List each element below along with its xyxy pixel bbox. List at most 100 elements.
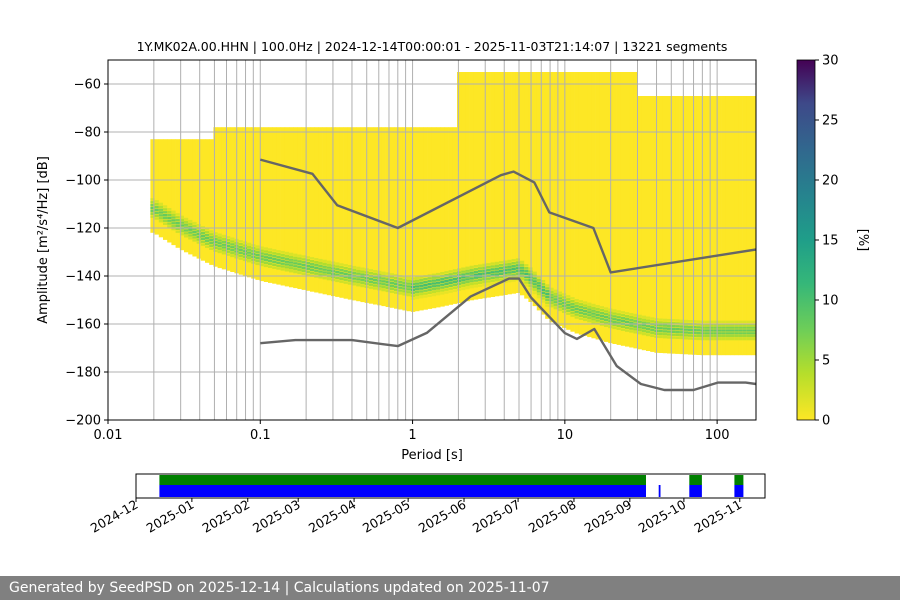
density-band (297, 127, 302, 289)
density-cell (179, 224, 185, 227)
density-cell (167, 208, 172, 211)
density-cell (381, 288, 386, 292)
density-cell (553, 301, 559, 304)
density-cell (255, 262, 260, 266)
density-cell (352, 265, 357, 269)
density-cell (612, 315, 617, 318)
density-cell (469, 283, 475, 286)
density-cell (335, 279, 340, 283)
density-cell (423, 295, 428, 298)
density-cell (494, 279, 500, 282)
density-cell (591, 306, 596, 310)
density-cell (230, 237, 235, 240)
density-cell (704, 326, 710, 329)
density-cell (238, 245, 244, 249)
density-cell (444, 288, 449, 291)
density-band (709, 96, 714, 356)
density-band (347, 127, 353, 300)
density-cell (339, 271, 344, 275)
density-cell (284, 269, 290, 272)
density-band (343, 127, 349, 299)
density-cell (213, 243, 218, 247)
density-band (553, 72, 559, 325)
density-cell (721, 337, 727, 341)
density-cell (389, 273, 395, 276)
density-cell (402, 281, 407, 284)
density-cell (247, 254, 252, 257)
density-band (175, 139, 181, 248)
density-cell (625, 323, 630, 326)
density-cell (490, 271, 496, 274)
density-cell (368, 283, 374, 286)
density-cell (507, 265, 512, 268)
density-cell (394, 282, 399, 286)
density-cell (646, 325, 651, 328)
density-cell (276, 255, 281, 259)
x-tick-label: 10 (557, 428, 574, 443)
density-cell (751, 337, 756, 341)
density-cell (696, 320, 701, 323)
density-band (541, 72, 546, 315)
density-cell (192, 221, 197, 225)
density-cell (553, 292, 559, 295)
density-cell (419, 275, 424, 279)
density-cell (373, 287, 378, 290)
density-cell (717, 332, 722, 335)
density-cell (343, 278, 349, 281)
density-cell (293, 270, 298, 274)
density-cell (200, 243, 206, 246)
density-cell (545, 290, 550, 293)
density-cell (305, 256, 311, 259)
density-cell (192, 224, 197, 228)
density-cell (595, 319, 601, 322)
density-cell (221, 246, 227, 249)
density-cell (427, 283, 433, 286)
density-cell (574, 299, 580, 302)
density-band (427, 127, 433, 309)
density-cell (532, 288, 538, 292)
density-cell (536, 281, 542, 284)
density-cell (578, 314, 584, 317)
density-cell (158, 211, 164, 214)
density-cell (158, 202, 164, 206)
density-cell (717, 329, 722, 332)
density-cell (171, 222, 176, 225)
density-cell (402, 290, 407, 293)
density-band (620, 72, 626, 346)
density-cell (566, 303, 571, 307)
density-band (482, 72, 487, 299)
density-cell (667, 324, 672, 328)
timeline-tick-label: 2025-10 (636, 497, 689, 536)
density-cell (326, 266, 332, 269)
density-band (457, 72, 462, 303)
density-cell (318, 270, 323, 273)
y-tick-label: −140 (65, 270, 101, 285)
density-cell (625, 312, 630, 315)
density-cell (163, 211, 168, 214)
density-cell (217, 239, 223, 242)
density-cell (373, 275, 378, 279)
density-band (247, 127, 252, 278)
density-cell (717, 337, 722, 341)
density-band (394, 127, 399, 309)
density-cell (629, 313, 634, 316)
density-cell (179, 221, 185, 224)
density-cell (398, 280, 403, 284)
density-cell (478, 270, 483, 273)
density-cell (415, 282, 420, 285)
density-cell (415, 279, 420, 282)
density-cell (175, 221, 181, 225)
density-cell (541, 300, 546, 303)
density-cell (658, 335, 664, 339)
density-cell (679, 331, 685, 334)
density-cell (402, 284, 407, 287)
density-cell (448, 281, 454, 285)
density-cell (163, 214, 168, 217)
density-cell (280, 256, 286, 260)
timeline-tick-label: 2025-05 (360, 497, 413, 536)
density-cell (301, 255, 307, 258)
density-cell (322, 262, 328, 265)
density-cell (465, 269, 470, 272)
density-cell (511, 262, 517, 265)
density-cell (381, 280, 386, 283)
